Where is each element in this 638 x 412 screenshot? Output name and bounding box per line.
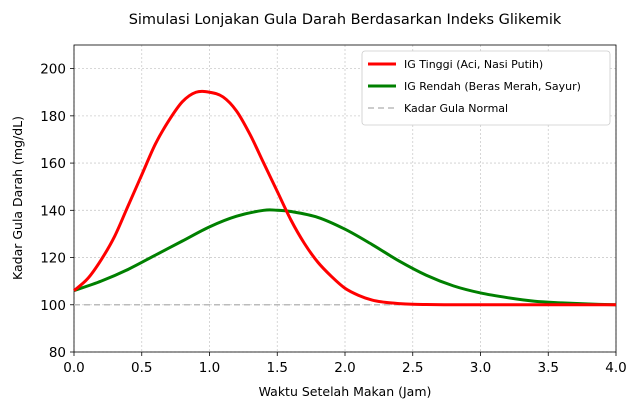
y-tick-label: 120	[40, 251, 66, 267]
legend-item-normal: Kadar Gula Normal	[368, 102, 508, 115]
chart-title: Simulasi Lonjakan Gula Darah Berdasarkan…	[129, 12, 562, 28]
legend-label: Kadar Gula Normal	[404, 102, 508, 115]
legend-label: IG Tinggi (Aci, Nasi Putih)	[404, 58, 543, 71]
series-ig-rendah-line	[73, 208, 617, 307]
x-tick-label: 1.0	[199, 360, 220, 376]
y-tick-label: 80	[49, 345, 66, 361]
x-tick-label: 2.5	[402, 360, 423, 376]
y-tick-label: 180	[40, 109, 66, 125]
axis-ticks: 0.0 0.5 1.0 1.5 2.0 2.5 3.0 3.5 4.0 80 100 120 140 16…	[40, 62, 627, 376]
legend-item-ig-tinggi: IG Tinggi (Aci, Nasi Putih)	[368, 58, 543, 71]
y-tick-label: 160	[40, 156, 66, 172]
series-ig-tinggi-line	[73, 89, 616, 307]
x-tick-label: 4.0	[605, 360, 626, 376]
legend-box	[361, 50, 611, 126]
x-tick-label: 3.0	[470, 360, 491, 376]
y-axis-label: Kadar Gula Darah (mg/dL)	[10, 116, 25, 280]
y-tick-label: 200	[40, 62, 66, 78]
legend: IG Tinggi (Aci, Nasi Putih) IG Rendah (Be…	[361, 50, 611, 126]
y-tick-label: 140	[40, 203, 66, 219]
y-tick-label: 100	[40, 298, 66, 314]
x-tick-label: 0.5	[131, 360, 152, 376]
series-lines	[73, 89, 617, 307]
legend-item-ig-rendah: IG Rendah (Beras Merah, Sayur)	[368, 80, 581, 93]
x-axis-label: Waktu Setelah Makan (Jam)	[259, 384, 432, 399]
x-tick-label: 3.5	[538, 360, 559, 376]
legend-label: IG Rendah (Beras Merah, Sayur)	[404, 80, 581, 93]
x-tick-label: 0.0	[63, 360, 84, 376]
x-tick-label: 1.5	[267, 360, 288, 376]
x-tick-label: 2.0	[334, 360, 355, 376]
